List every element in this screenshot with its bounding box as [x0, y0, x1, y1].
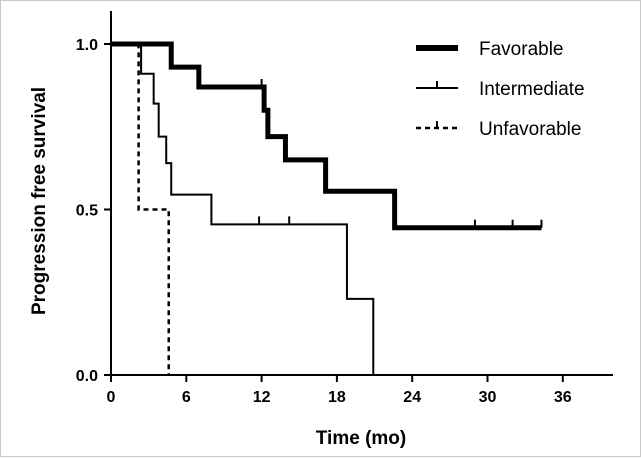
x-tick-label: 12 — [253, 389, 271, 406]
y-tick-label: 1.0 — [76, 37, 98, 54]
axis-ticks: 0 6 12 18 24 30 36 0.0 0.5 1.0 — [76, 37, 572, 406]
y-axis-title: Progression free survival — [29, 87, 50, 315]
legend-label-unfavorable: Unfavorable — [479, 119, 581, 140]
x-axis-title: Time (mo) — [316, 428, 406, 449]
legend: Favorable Intermediate Unfavorable — [416, 39, 585, 140]
x-tick-label: 24 — [403, 389, 421, 406]
x-tick-label: 30 — [479, 389, 497, 406]
legend-label-intermediate: Intermediate — [479, 79, 585, 100]
legend-label-favorable: Favorable — [479, 39, 564, 60]
x-tick-label: 0 — [107, 389, 116, 406]
y-tick-label: 0.0 — [76, 368, 98, 385]
series-line-intermediate — [111, 43, 375, 375]
x-tick-label: 36 — [554, 389, 572, 406]
x-tick-label: 18 — [328, 389, 346, 406]
x-tick-label: 6 — [182, 389, 191, 406]
survival-curves — [111, 41, 543, 375]
axes — [110, 11, 613, 376]
series-line-favorable — [111, 41, 542, 231]
series-line-unfavorable — [111, 42, 170, 375]
y-tick-label: 0.5 — [76, 203, 98, 220]
